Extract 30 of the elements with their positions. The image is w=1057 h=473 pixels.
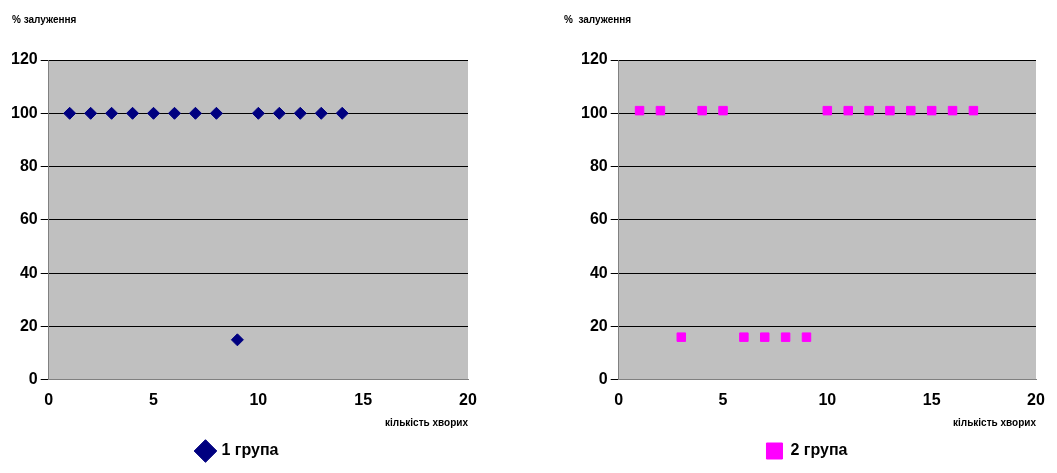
x-tick-label: 15 — [922, 390, 941, 408]
x-tick-label: 10 — [249, 390, 268, 408]
y-tick-label: 20 — [19, 316, 38, 334]
y-tick-label: 60 — [19, 210, 38, 228]
x-axis-title: кількість хворих — [953, 416, 1037, 428]
y-tick-label: 80 — [19, 157, 38, 175]
x-tick-label: 10 — [818, 390, 837, 408]
x-axis-title: кількість хворих — [385, 416, 469, 428]
x-tick-label: 0 — [44, 390, 54, 408]
x-tick-label: 5 — [149, 390, 159, 408]
y-axis-title: % залуження — [564, 13, 632, 25]
y-tick-label: 100 — [10, 103, 38, 121]
y-tick-label: 0 — [598, 370, 608, 388]
x-tick-label: 20 — [459, 390, 477, 408]
x-tick-label: 0 — [614, 390, 624, 408]
x-tick-label: 15 — [354, 390, 373, 408]
y-tick-label: 40 — [19, 263, 38, 281]
y-tick-label: 20 — [589, 316, 608, 334]
x-tick-label: 20 — [1027, 390, 1045, 408]
y-tick-label: 60 — [589, 210, 608, 228]
y-tick-label: 120 — [580, 50, 608, 68]
y-tick-label: 0 — [28, 370, 38, 388]
y-tick-label: 100 — [580, 103, 608, 121]
y-tick-label: 80 — [589, 157, 608, 175]
y-axis-title: % залуження — [12, 13, 77, 25]
y-tick-label: 40 — [589, 263, 608, 281]
legend-label: 2 група — [790, 441, 848, 459]
legend-label: 1 група — [221, 441, 279, 459]
x-tick-label: 5 — [718, 390, 728, 408]
y-tick-label: 120 — [10, 50, 38, 68]
